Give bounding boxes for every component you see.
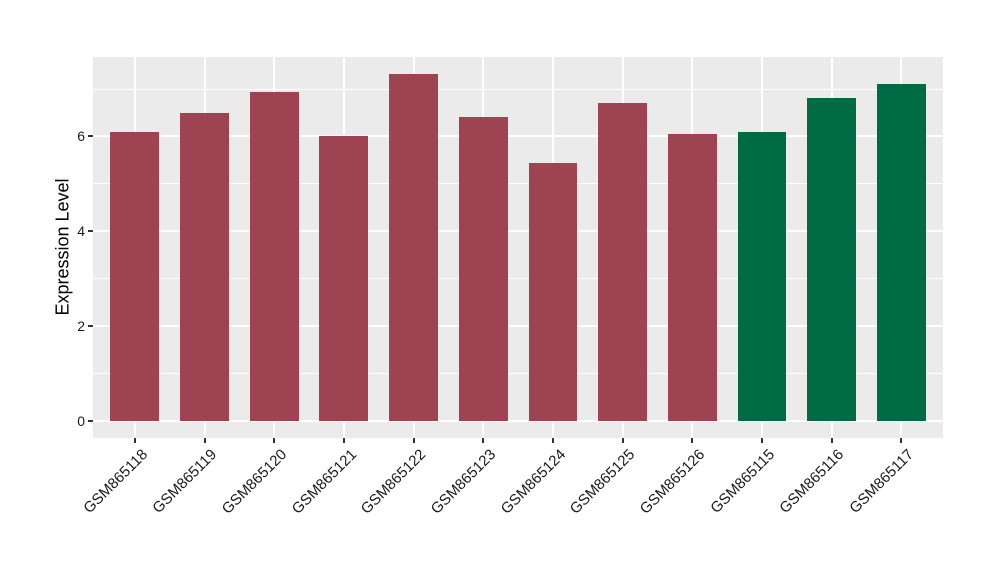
h-gridline-major-4	[93, 230, 943, 233]
x-tick-label-GSM865122: GSM865122	[357, 446, 430, 518]
h-gridline-minor-7	[93, 88, 943, 90]
bar-GSM865125	[598, 103, 647, 421]
h-gridline-minor-1	[93, 372, 943, 374]
y-axis-title: Expression Level	[52, 178, 73, 316]
y-tick-label-2: 2	[77, 317, 85, 334]
x-tick-mark-GSM865124	[551, 438, 554, 443]
x-tick-label-GSM865116: GSM865116	[776, 446, 848, 517]
bar-GSM865124	[528, 163, 578, 421]
y-tick-mark-6	[88, 135, 93, 138]
x-tick-mark-GSM865118	[133, 438, 136, 443]
h-gridline-major-2	[93, 324, 943, 327]
x-tick-label-GSM865124: GSM865124	[497, 446, 569, 518]
x-tick-label-GSM865126: GSM865126	[636, 446, 709, 518]
x-tick-label-GSM865120: GSM865120	[218, 446, 291, 518]
h-gridline-major-0	[93, 419, 943, 422]
h-gridline-major-6	[93, 135, 943, 138]
x-tick-mark-GSM865123	[482, 438, 485, 443]
x-tick-label-GSM865121: GSM865121	[288, 446, 360, 518]
x-tick-label-GSM865115: GSM865115	[707, 446, 778, 517]
x-tick-mark-GSM865122	[412, 438, 415, 443]
x-tick-label-GSM865118: GSM865118	[80, 446, 151, 517]
plot-panel	[93, 57, 943, 438]
bar-GSM865126	[667, 134, 717, 421]
y-tick-label-0: 0	[77, 412, 85, 429]
y-tick-label-4: 4	[77, 223, 85, 240]
x-tick-mark-GSM865116	[830, 438, 833, 443]
bar-GSM865119	[180, 113, 229, 421]
x-tick-mark-GSM865126	[691, 438, 694, 443]
h-gridline-minor-5	[93, 183, 943, 185]
bar-GSM865117	[876, 83, 926, 421]
y-tick-mark-0	[88, 419, 93, 422]
x-tick-mark-GSM865119	[203, 438, 206, 443]
x-tick-mark-GSM865120	[273, 438, 276, 443]
x-tick-label-GSM865119: GSM865119	[149, 446, 221, 517]
y-tick-mark-2	[88, 324, 93, 327]
y-tick-mark-4	[88, 230, 93, 233]
bar-GSM865120	[249, 91, 299, 421]
bar-GSM865118	[110, 132, 160, 421]
x-tick-label-GSM865123: GSM865123	[427, 446, 500, 518]
y-tick-label-6: 6	[77, 128, 85, 145]
bar-GSM865115	[737, 131, 787, 421]
x-tick-mark-GSM865117	[900, 438, 903, 443]
bar-GSM865116	[807, 98, 856, 421]
x-tick-label-GSM865117: GSM865117	[846, 446, 918, 517]
x-tick-mark-GSM865125	[621, 438, 624, 443]
bar-GSM865122	[389, 73, 438, 421]
x-tick-mark-GSM865121	[342, 438, 345, 443]
h-gridline-minor-3	[93, 278, 943, 279]
bar-GSM865121	[319, 135, 369, 421]
x-tick-mark-GSM865115	[760, 438, 763, 443]
bar-GSM865123	[458, 117, 508, 421]
x-tick-label-GSM865125: GSM865125	[566, 446, 639, 518]
